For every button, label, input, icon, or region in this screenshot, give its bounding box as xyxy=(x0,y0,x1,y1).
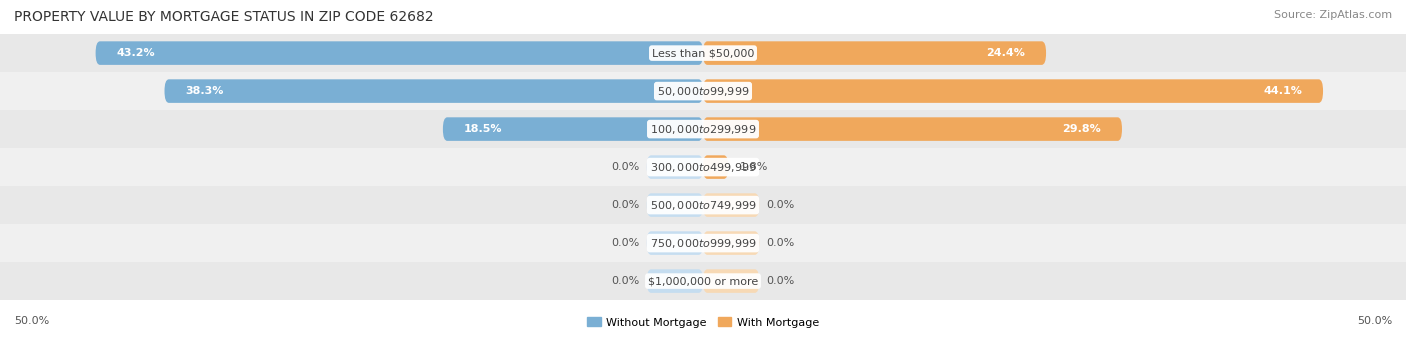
Text: 44.1%: 44.1% xyxy=(1263,86,1302,96)
FancyBboxPatch shape xyxy=(703,269,759,293)
Bar xyxy=(0,110,1406,148)
Text: $300,000 to $499,999: $300,000 to $499,999 xyxy=(650,161,756,174)
FancyBboxPatch shape xyxy=(647,193,703,217)
Legend: Without Mortgage, With Mortgage: Without Mortgage, With Mortgage xyxy=(582,313,824,332)
Text: 43.2%: 43.2% xyxy=(117,48,155,58)
FancyBboxPatch shape xyxy=(647,231,703,255)
Text: PROPERTY VALUE BY MORTGAGE STATUS IN ZIP CODE 62682: PROPERTY VALUE BY MORTGAGE STATUS IN ZIP… xyxy=(14,10,433,24)
Text: 50.0%: 50.0% xyxy=(14,315,49,326)
Bar xyxy=(0,224,1406,262)
FancyBboxPatch shape xyxy=(165,79,703,103)
FancyBboxPatch shape xyxy=(703,193,759,217)
Text: 18.5%: 18.5% xyxy=(464,124,502,134)
Bar xyxy=(0,148,1406,186)
Text: $50,000 to $99,999: $50,000 to $99,999 xyxy=(657,85,749,98)
FancyBboxPatch shape xyxy=(443,117,703,141)
FancyBboxPatch shape xyxy=(647,155,703,179)
Text: 50.0%: 50.0% xyxy=(1357,315,1392,326)
Text: 0.0%: 0.0% xyxy=(766,276,794,286)
Text: $100,000 to $299,999: $100,000 to $299,999 xyxy=(650,123,756,136)
Text: 29.8%: 29.8% xyxy=(1062,124,1101,134)
Text: Source: ZipAtlas.com: Source: ZipAtlas.com xyxy=(1274,10,1392,20)
Bar xyxy=(0,186,1406,224)
Text: 0.0%: 0.0% xyxy=(612,162,640,172)
Text: 0.0%: 0.0% xyxy=(612,276,640,286)
Bar xyxy=(0,34,1406,72)
Text: 0.0%: 0.0% xyxy=(766,200,794,210)
Text: 0.0%: 0.0% xyxy=(766,238,794,248)
Text: 0.0%: 0.0% xyxy=(612,238,640,248)
FancyBboxPatch shape xyxy=(96,41,703,65)
FancyBboxPatch shape xyxy=(703,155,728,179)
Text: 0.0%: 0.0% xyxy=(612,200,640,210)
FancyBboxPatch shape xyxy=(647,269,703,293)
FancyBboxPatch shape xyxy=(703,117,1122,141)
Text: $750,000 to $999,999: $750,000 to $999,999 xyxy=(650,237,756,250)
Bar xyxy=(0,72,1406,110)
Text: 1.8%: 1.8% xyxy=(740,162,768,172)
Text: $500,000 to $749,999: $500,000 to $749,999 xyxy=(650,198,756,211)
FancyBboxPatch shape xyxy=(703,79,1323,103)
Bar xyxy=(0,262,1406,300)
Text: 38.3%: 38.3% xyxy=(186,86,224,96)
FancyBboxPatch shape xyxy=(703,41,1046,65)
FancyBboxPatch shape xyxy=(703,231,759,255)
Text: 24.4%: 24.4% xyxy=(986,48,1025,58)
Text: Less than $50,000: Less than $50,000 xyxy=(652,48,754,58)
Text: $1,000,000 or more: $1,000,000 or more xyxy=(648,276,758,286)
